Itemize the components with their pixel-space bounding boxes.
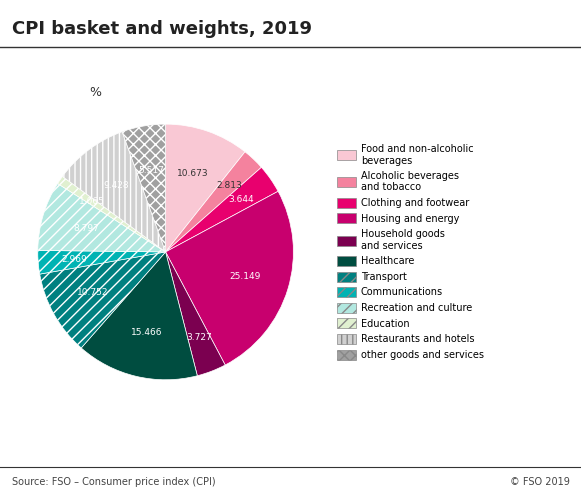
- Text: © FSO 2019: © FSO 2019: [510, 477, 569, 487]
- Wedge shape: [166, 167, 278, 252]
- Text: 3.644: 3.644: [228, 195, 254, 204]
- Wedge shape: [58, 176, 166, 252]
- Text: 15.466: 15.466: [131, 328, 162, 337]
- Text: CPI basket and weights, 2019: CPI basket and weights, 2019: [12, 20, 311, 38]
- Text: 10.673: 10.673: [177, 169, 209, 178]
- Wedge shape: [38, 183, 166, 252]
- Text: 9.428: 9.428: [103, 181, 128, 190]
- Wedge shape: [122, 124, 166, 252]
- Wedge shape: [40, 252, 166, 348]
- Wedge shape: [166, 252, 225, 376]
- Text: 2.969: 2.969: [61, 255, 87, 264]
- Wedge shape: [38, 250, 166, 274]
- Text: 8.797: 8.797: [73, 224, 99, 233]
- Text: 3.727: 3.727: [186, 333, 211, 342]
- Wedge shape: [166, 152, 261, 252]
- Text: 5.517: 5.517: [138, 165, 164, 174]
- Text: 1.065: 1.065: [78, 197, 105, 206]
- Wedge shape: [166, 191, 293, 365]
- Text: 10.752: 10.752: [77, 288, 109, 297]
- Legend: Food and non-alcoholic
beverages, Alcoholic beverages
and tobacco, Clothing and : Food and non-alcoholic beverages, Alcoho…: [336, 144, 484, 360]
- Wedge shape: [81, 252, 198, 380]
- Text: %: %: [89, 85, 101, 99]
- Wedge shape: [62, 132, 166, 252]
- Text: 25.149: 25.149: [229, 272, 261, 281]
- Text: 2.813: 2.813: [216, 181, 242, 190]
- Text: Source: FSO – Consumer price index (CPI): Source: FSO – Consumer price index (CPI): [12, 477, 215, 487]
- Wedge shape: [166, 124, 245, 252]
